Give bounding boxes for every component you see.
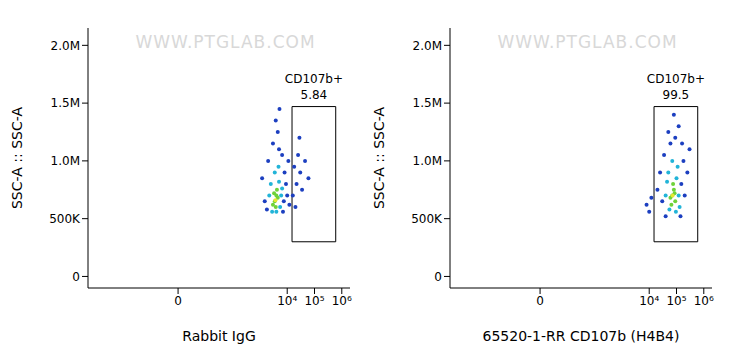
- svg-text:5.84: 5.84: [301, 88, 328, 102]
- svg-text:1.5M: 1.5M: [51, 96, 80, 110]
- html-text:WWW.PTGLAB.COM: WWW.PTGLAB.COM: [135, 32, 316, 52]
- svg-text:0: 0: [434, 270, 442, 284]
- svg-text:0: 0: [72, 270, 80, 284]
- svg-text:2.0M: 2.0M: [413, 39, 442, 53]
- svg-text:CD107b+: CD107b+: [285, 72, 343, 86]
- svg-text:10⁵: 10⁵: [304, 294, 324, 308]
- svg-text:1.0M: 1.0M: [51, 154, 80, 168]
- svg-text:SSC-A :: SSC-A: SSC-A :: SSC-A: [9, 107, 25, 209]
- svg-text:CD107b+: CD107b+: [647, 72, 705, 86]
- svg-text:10⁴: 10⁴: [639, 294, 659, 308]
- svg-text:10⁶: 10⁶: [332, 294, 352, 308]
- svg-text:10⁵: 10⁵: [666, 294, 686, 308]
- svg-text:10⁴: 10⁴: [277, 294, 297, 308]
- svg-text:1.5M: 1.5M: [413, 96, 442, 110]
- svg-text:0: 0: [174, 294, 182, 308]
- svg-text:99.5: 99.5: [663, 88, 690, 102]
- svg-text:2.0M: 2.0M: [51, 39, 80, 53]
- svg-text:SSC-A :: SSC-A: SSC-A :: SSC-A: [371, 107, 387, 209]
- svg-text:500K: 500K: [49, 212, 81, 226]
- svg-text:10⁶: 10⁶: [694, 294, 714, 308]
- svg-text:500K: 500K: [411, 212, 443, 226]
- svg-text:0: 0: [536, 294, 544, 308]
- svg-text:65520-1-RR CD107b (H4B4): 65520-1-RR CD107b (H4B4): [483, 328, 680, 344]
- svg-text:Rabbit IgG: Rabbit IgG: [182, 328, 255, 344]
- svg-text:1.0M: 1.0M: [413, 154, 442, 168]
- html-text:WWW.PTGLAB.COM: WWW.PTGLAB.COM: [497, 32, 678, 52]
